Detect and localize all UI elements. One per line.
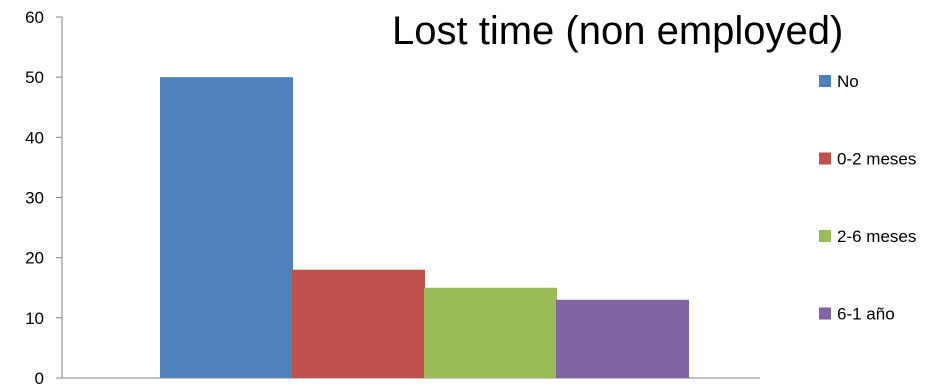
y-tick-label: 0	[35, 369, 44, 388]
bar-2-6-meses	[424, 287, 557, 378]
bars	[160, 77, 689, 379]
legend-label: No	[837, 72, 859, 91]
bar-no	[160, 77, 293, 379]
legend-label: 6-1 año	[837, 305, 895, 324]
legend-swatch	[819, 230, 831, 242]
legend-swatch	[819, 152, 831, 165]
legend-swatch	[819, 75, 831, 87]
y-tick-label: 40	[25, 128, 44, 147]
legend: No 0-2 meses 2-6 meses 6-1 año	[819, 72, 916, 324]
y-tick-label: 60	[25, 8, 44, 27]
legend-label: 2-6 meses	[837, 227, 916, 246]
y-tick-label: 50	[25, 68, 44, 87]
legend-label: 0-2 meses	[837, 150, 916, 169]
bar-6-1-a-o	[556, 299, 689, 378]
legend-swatch	[819, 307, 831, 320]
y-axis-ticks: 0 10 20 30 40 50 60	[25, 8, 62, 388]
y-tick-label: 10	[25, 309, 44, 328]
y-tick-label: 20	[25, 249, 44, 268]
bar-0-2-meses	[292, 269, 425, 378]
chart-title: Lost time (non employed)	[392, 9, 843, 53]
y-tick-label: 30	[25, 189, 44, 208]
